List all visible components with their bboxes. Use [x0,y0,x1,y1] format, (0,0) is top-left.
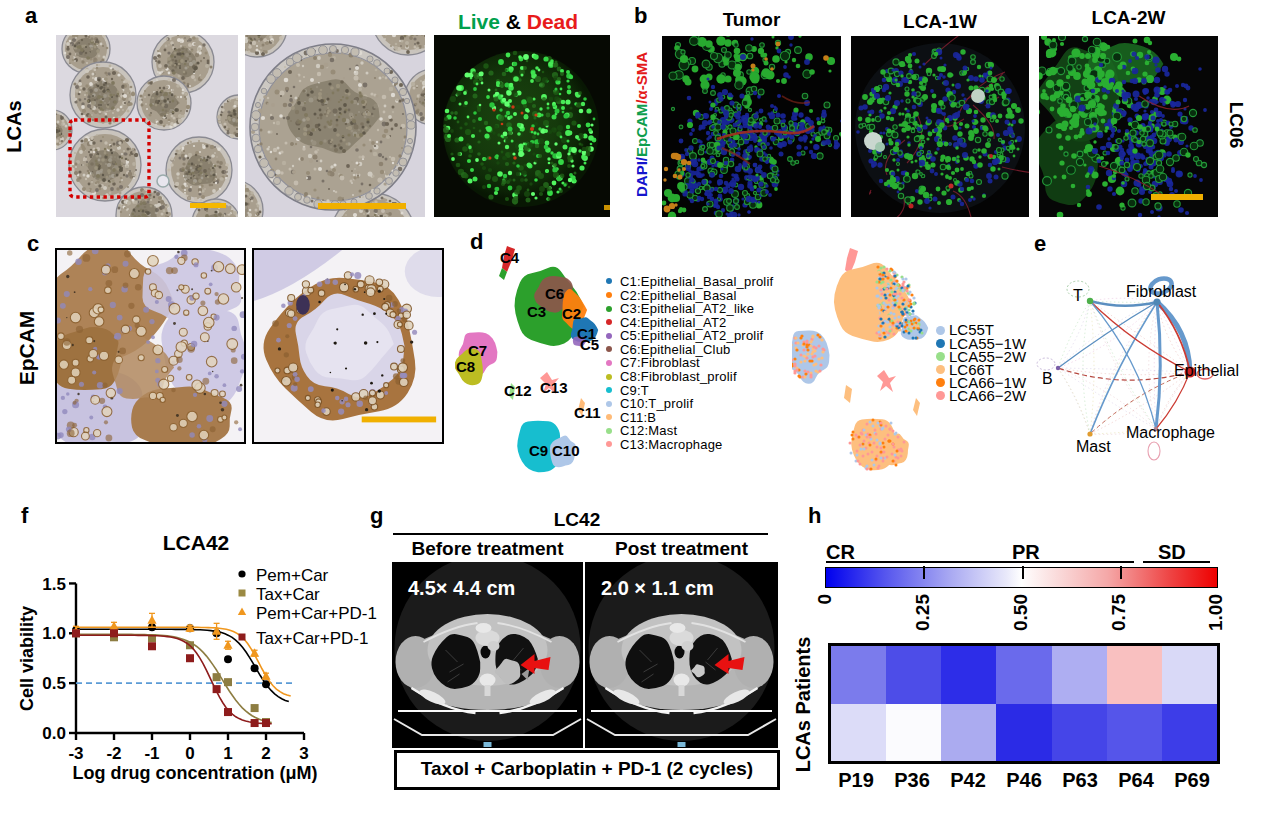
svg-text:2.0 × 1.1 cm: 2.0 × 1.1 cm [601,577,714,599]
svg-text:4.5× 4.4 cm: 4.5× 4.4 cm [408,577,515,599]
